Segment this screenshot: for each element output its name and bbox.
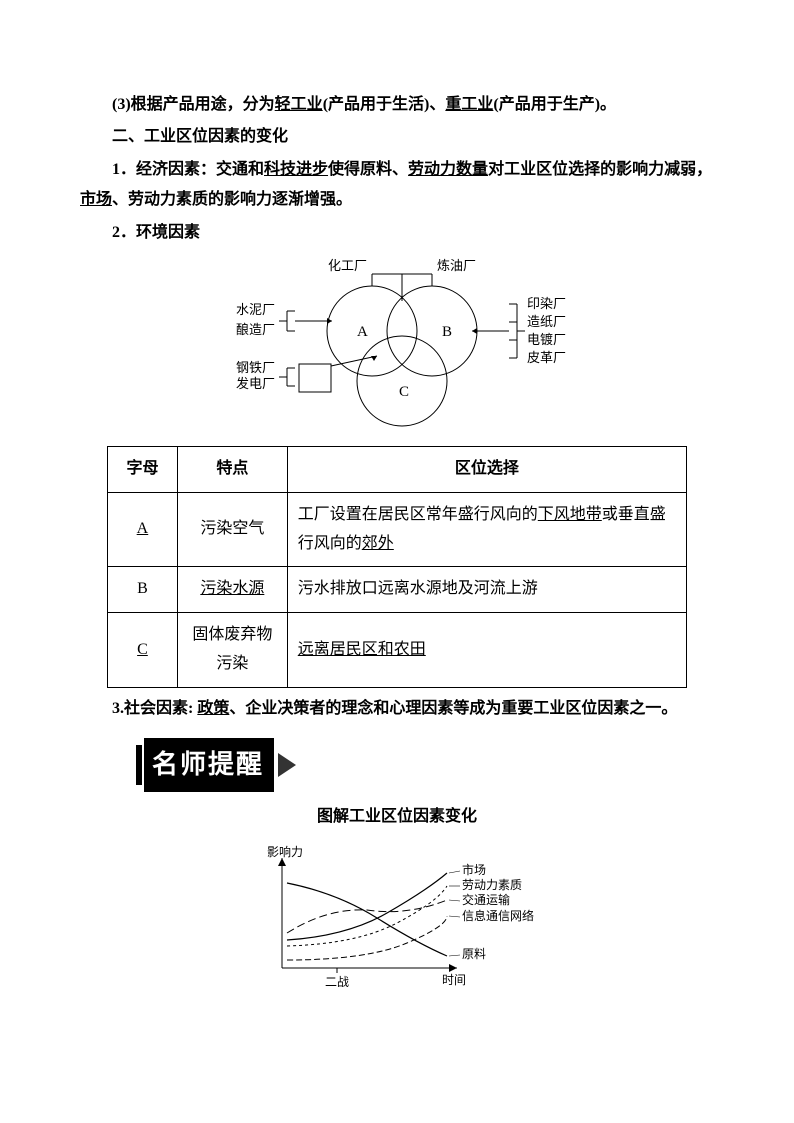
th-location: 区位选择 [287,446,686,492]
txt: (3)根据产品用途，分为 [112,96,275,113]
factor-chart: 影响力 时间 二战 市场 劳动力素质 交通运输 信息通信网络 原料 [80,838,714,998]
venn-svg: A B C 化工厂 炼油厂 水泥厂 酿造厂 印染厂 造纸厂 电镀厂 皮革厂 [217,256,577,436]
cell-letter: C [108,613,178,688]
lbl-right-1: 造纸厂 [527,314,566,329]
cell-loc: 污水排放口远离水源地及河流上游 [287,567,686,613]
callout-block: 名师提醒 [136,738,714,791]
venn-A: A [357,324,368,340]
txt: 、企业决策者的理念和心理因素等成为重要工业区位因素之一。 [229,700,677,717]
th-feature: 特点 [177,446,287,492]
lbl-left-1: 酿造厂 [236,322,275,337]
play-icon [278,753,296,777]
u-tech: 科技进步 [264,161,328,178]
u-heavy: 重工业 [445,96,493,113]
xlabel: 时间 [442,973,466,987]
table-row: A 污染空气 工厂设置在居民区常年盛行风向的下风地带或垂直盛行风向的郊外 [108,492,687,567]
lbl-bl-1: 发电厂 [236,376,275,391]
cell-letter: A [108,492,178,567]
txt: 对工业区位选择的影响力减弱， [488,161,712,178]
cell-loc: 工厂设置在居民区常年盛行风向的下风地带或垂直盛行风向的郊外 [287,492,686,567]
txt: 使得原料、 [328,161,408,178]
table-row: B 污染水源 污水排放口远离水源地及河流上游 [108,567,687,613]
txt: 3.社会因素: [112,700,197,717]
table-header-row: 字母 特点 区位选择 [108,446,687,492]
txt: (产品用于生产)。 [493,96,616,113]
social-factor: 3.社会因素: 政策、企业决策者的理念和心理因素等成为重要工业区位因素之一。 [80,694,714,724]
lbl-top-right: 炼油厂 [437,258,476,273]
heading-changes: 二、工业区位因素的变化 [80,122,714,152]
econ-factor: 1．经济因素：交通和科技进步使得原料、劳动力数量对工业区位选择的影响力减弱， 市场… [80,155,714,216]
venn-C: C [399,384,409,400]
series-0: 市场 [462,862,486,877]
series-4: 原料 [462,947,486,961]
ylabel: 影响力 [267,844,303,859]
th-letter: 字母 [108,446,178,492]
series-3: 信息通信网络 [462,908,534,923]
lbl-right-2: 电镀厂 [527,332,566,347]
callout-bar [136,745,142,785]
lbl-right-3: 皮革厂 [527,350,566,365]
u-light: 轻工业 [275,96,323,113]
xtick: 二战 [325,975,349,989]
cell-feature: 污染水源 [177,567,287,613]
cell-feature: 污染空气 [177,492,287,567]
txt: 1．经济因素：交通和 [112,161,264,178]
chart-svg: 影响力 时间 二战 市场 劳动力素质 交通运输 信息通信网络 原料 [227,838,567,998]
cell-feature: 固体废弃物污染 [177,613,287,688]
lbl-right-0: 印染厂 [527,296,566,311]
series-2: 交通运输 [462,892,510,907]
env-heading: 2．环境因素 [80,218,714,248]
callout-text: 名师提醒 [144,738,274,791]
lbl-bl-0: 钢铁厂 [236,360,275,375]
table-row: C 固体废弃物污染 远离居民区和农田 [108,613,687,688]
u-market: 市场 [80,191,112,208]
lbl-left-0: 水泥厂 [236,302,275,317]
u-policy: 政策 [197,700,229,717]
env-table: 字母 特点 区位选择 A 污染空气 工厂设置在居民区常年盛行风向的下风地带或垂直… [80,446,714,688]
txt: (产品用于生活)、 [323,96,446,113]
chart-title: 图解工业区位因素变化 [80,802,714,832]
cell-letter: B [108,567,178,613]
venn-diagram: A B C 化工厂 炼油厂 水泥厂 酿造厂 印染厂 造纸厂 电镀厂 皮革厂 [80,256,714,436]
lbl-top-left: 化工厂 [328,258,367,273]
txt: 、劳动力素质的影响力逐渐增强。 [112,191,352,208]
u-labor-qty: 劳动力数量 [408,161,488,178]
venn-B: B [442,324,452,340]
series-1: 劳动力素质 [462,878,522,892]
cell-loc: 远离居民区和农田 [287,613,686,688]
para-product-use: (3)根据产品用途，分为轻工业(产品用于生活)、重工业(产品用于生产)。 [80,90,714,120]
